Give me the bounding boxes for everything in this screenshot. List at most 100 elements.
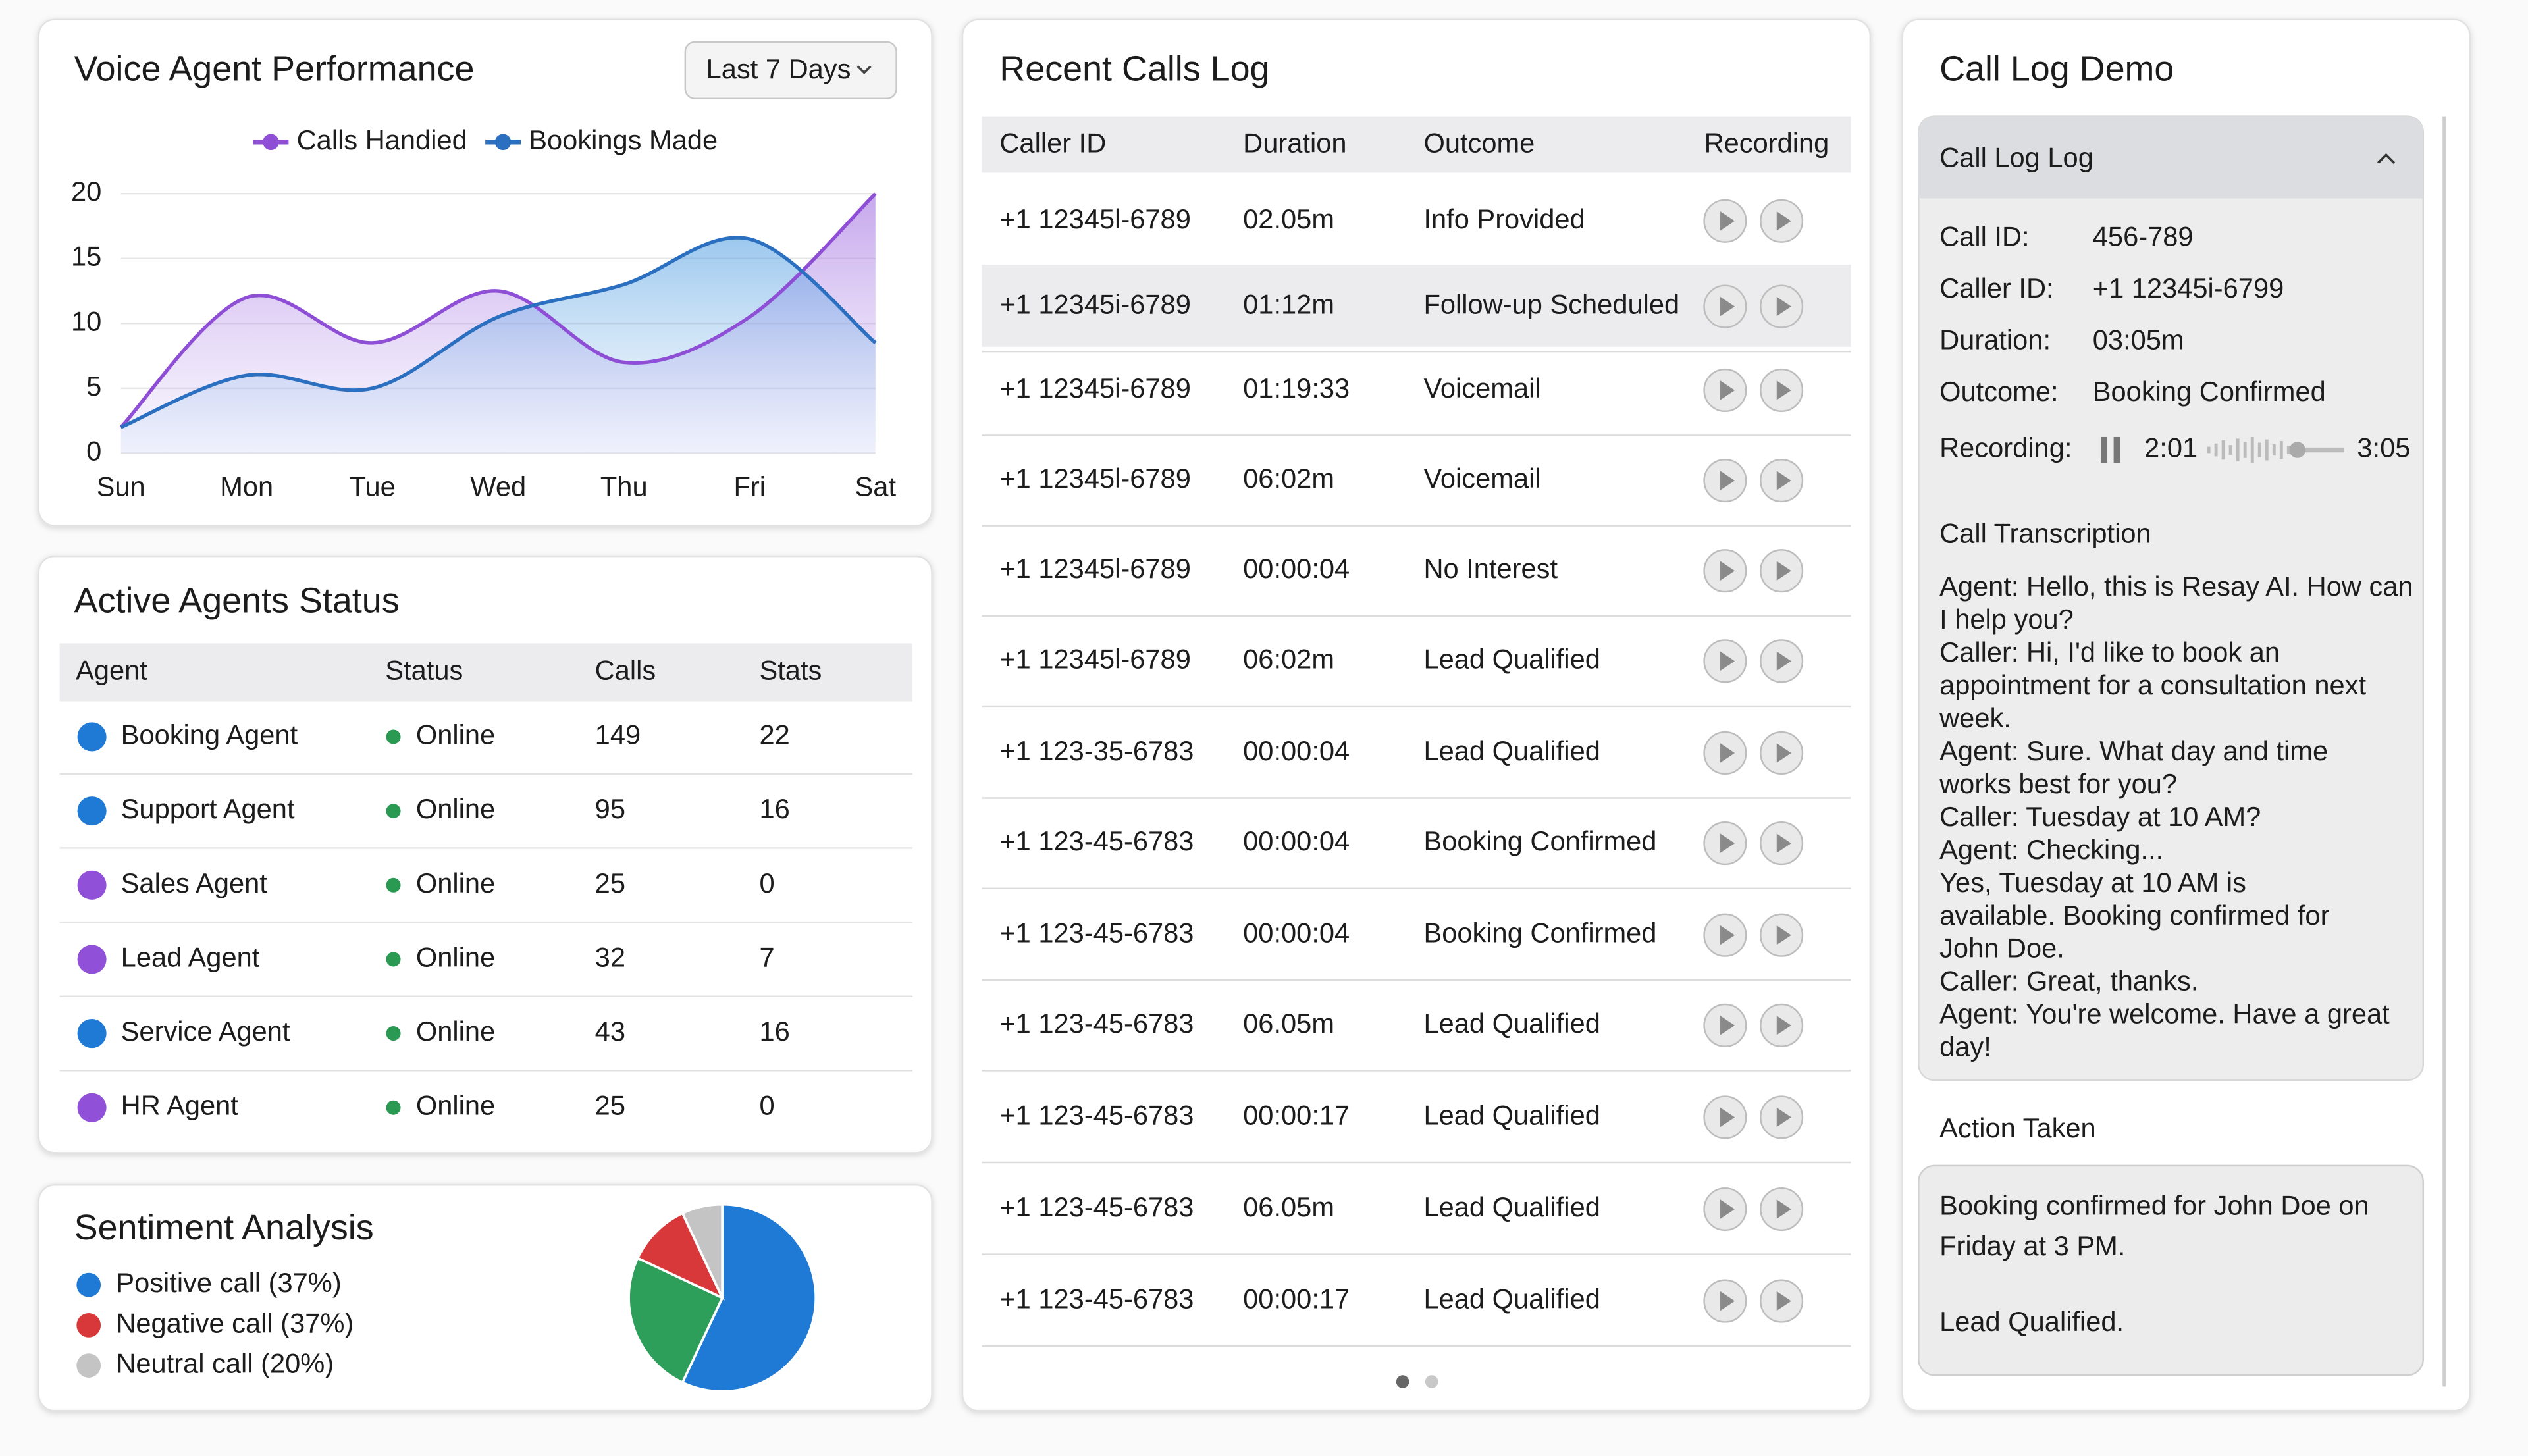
recording-elapsed: 2:01 xyxy=(2144,432,2198,463)
agent-calls: 25 xyxy=(595,868,625,898)
transcript-line: day! xyxy=(1939,1031,1991,1062)
x-tick-label: Thu xyxy=(600,471,648,502)
series-line xyxy=(120,236,877,429)
agent-status: Online xyxy=(416,1016,495,1047)
page-dot[interactable] xyxy=(1396,1375,1409,1388)
caller-id: +1 123-45-6783 xyxy=(999,825,1194,856)
play-icon xyxy=(1720,833,1735,853)
caller-id: +1 123-45-6783 xyxy=(999,1284,1194,1314)
collapse-chevron[interactable] xyxy=(2377,153,2396,164)
agent-icon xyxy=(77,870,107,900)
waveform-bar xyxy=(2279,441,2283,459)
legend-label: Positive call (37%) xyxy=(116,1267,341,1298)
duration: 00:00:04 xyxy=(1243,735,1350,766)
transcript-line: Agent: Checking... xyxy=(1939,834,2163,865)
range-button[interactable] xyxy=(684,41,897,99)
play-icon xyxy=(1776,651,1791,671)
waveform-bar xyxy=(2221,440,2225,460)
transcript-line: appointment for a consultation next xyxy=(1939,669,2366,700)
column-header: Duration xyxy=(1243,128,1346,159)
play-icon xyxy=(1720,471,1735,490)
legend-label: Calls Handied xyxy=(297,124,467,155)
play-icon xyxy=(1720,651,1735,671)
play-icon xyxy=(1776,1291,1791,1311)
agent-calls: 32 xyxy=(595,941,625,972)
action-line: Booking confirmed for John Doe on xyxy=(1939,1190,2369,1221)
duration: 06:02m xyxy=(1243,463,1334,494)
legend-dot xyxy=(76,1272,101,1297)
play-icon xyxy=(1720,1107,1735,1128)
field-value: 03:05m xyxy=(2093,324,2184,355)
caller-id: +1 12345l-6789 xyxy=(999,553,1190,584)
play-icon xyxy=(1720,380,1735,400)
waveform-bar xyxy=(2236,438,2240,461)
progress-knob[interactable] xyxy=(2289,442,2306,458)
caller-id: +1 123-45-6783 xyxy=(999,1008,1194,1039)
table-header xyxy=(59,643,913,702)
pie-slice xyxy=(636,1211,725,1301)
agent-status: Online xyxy=(416,1090,495,1121)
play-icon xyxy=(1776,1016,1791,1035)
transcript-line: available. Booking confirmed for xyxy=(1939,900,2329,931)
play-icon xyxy=(1776,925,1791,945)
field-label: Caller ID: xyxy=(1939,273,2053,303)
status-dot xyxy=(386,952,401,967)
duration: 00:00:17 xyxy=(1243,1284,1350,1314)
caller-id: +1 123-45-6783 xyxy=(999,1191,1194,1222)
outcome: Voicemail xyxy=(1423,463,1540,494)
card-title: Active Agents Status xyxy=(74,581,400,620)
agent-stats: 16 xyxy=(759,1016,789,1047)
action-line: Friday at 3 PM. xyxy=(1939,1230,2125,1261)
agent-name: Support Agent xyxy=(121,793,295,824)
agent-name: Booking Agent xyxy=(121,719,298,750)
legend-label: Neutral call (20%) xyxy=(116,1348,334,1379)
section-title: Action Taken xyxy=(1939,1112,2096,1143)
agent-status: Online xyxy=(416,793,495,824)
duration: 06.05m xyxy=(1243,1191,1334,1222)
legend-dot xyxy=(494,134,512,151)
action-line: Lead Qualified. xyxy=(1939,1306,2124,1337)
card-title: Call Log Demo xyxy=(1939,49,2174,88)
play-icon xyxy=(1776,211,1791,231)
field-label: Outcome: xyxy=(1939,376,2058,407)
transcript-line: Caller: Great, thanks. xyxy=(1939,966,2198,997)
column-header: Calls xyxy=(595,655,656,686)
play-icon xyxy=(1720,1291,1735,1311)
panel-header xyxy=(1918,116,2423,199)
action-box xyxy=(1918,1164,2425,1376)
play-icon xyxy=(1776,561,1791,581)
card-title: Sentiment Analysis xyxy=(74,1208,374,1247)
waveform-bar xyxy=(2257,442,2261,457)
transcript-line: Agent: Hello, this is Resay AI. How can xyxy=(1939,571,2413,602)
pause-bar[interactable] xyxy=(2101,436,2107,463)
agent-stats: 16 xyxy=(759,793,789,824)
legend-label: Negative call (37%) xyxy=(116,1307,354,1338)
page-dot[interactable] xyxy=(1425,1375,1438,1388)
x-tick-label: Fri xyxy=(734,471,766,502)
pause-bar[interactable] xyxy=(2113,436,2120,463)
panel-title: Call Log Log xyxy=(1939,142,2094,173)
outcome: Lead Qualified xyxy=(1423,1008,1600,1039)
outcome: Lead Qualified xyxy=(1423,735,1600,766)
agent-stats: 0 xyxy=(759,1090,774,1121)
outcome: Lead Qualified xyxy=(1423,1284,1600,1314)
card-title: Recent Calls Log xyxy=(999,49,1269,88)
duration: 00:00:04 xyxy=(1243,918,1350,949)
card-title: Voice Agent Performance xyxy=(74,49,475,88)
caller-id: +1 12345i-6789 xyxy=(999,373,1190,403)
y-tick-label: 20 xyxy=(71,176,101,207)
x-tick-label: Wed xyxy=(470,471,526,502)
caller-id: +1 12345l-6789 xyxy=(999,203,1190,234)
legend-dot xyxy=(263,134,279,151)
field-value: +1 12345i-6799 xyxy=(2093,273,2284,303)
agent-calls: 25 xyxy=(595,1090,625,1121)
y-tick-label: 0 xyxy=(86,435,101,466)
legend-label: Bookings Made xyxy=(529,124,718,155)
pie-slice xyxy=(681,1203,724,1299)
column-header: Agent xyxy=(76,655,147,686)
status-dot xyxy=(386,1100,401,1115)
field-label: Recording: xyxy=(1939,432,2072,463)
play-icon xyxy=(1776,743,1791,763)
duration: 06:02m xyxy=(1243,643,1334,674)
